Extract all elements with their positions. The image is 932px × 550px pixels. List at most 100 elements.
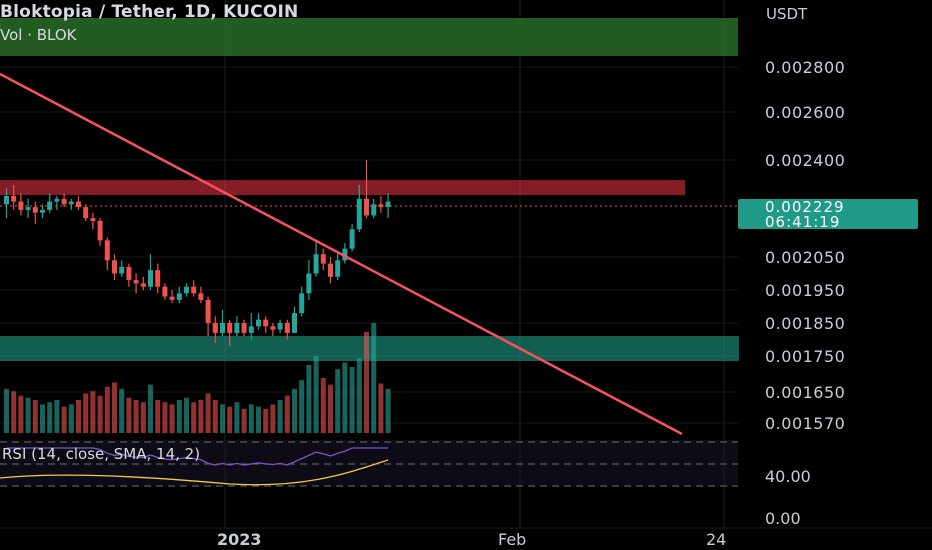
- volume-bar: [277, 400, 283, 433]
- volume-bar: [83, 393, 89, 433]
- candles: [4, 160, 391, 347]
- candle-body: [126, 266, 132, 281]
- candle-body: [83, 207, 89, 219]
- candle-body: [32, 207, 38, 213]
- volume-bar: [342, 362, 348, 433]
- volume-bar: [32, 400, 38, 433]
- volume-bar: [184, 397, 189, 433]
- volume-bar: [292, 389, 297, 433]
- volume-bar: [205, 393, 211, 433]
- candle-body: [198, 293, 204, 300]
- price-tick-label: 0.002050: [765, 248, 845, 267]
- rsi-label: RSI (14, close, SMA, 14, 2): [2, 445, 201, 463]
- candle-body: [320, 254, 326, 264]
- volume-bar: [119, 389, 125, 433]
- volume-bar: [320, 378, 326, 433]
- volume-bar: [4, 389, 9, 433]
- volume-bar: [263, 408, 269, 433]
- volume-bar: [306, 364, 312, 433]
- last-price: 0.002229: [765, 198, 845, 216]
- volume-bar: [349, 367, 355, 433]
- volume-label: Vol · BLOK: [0, 26, 77, 44]
- volume-bar: [140, 402, 146, 433]
- candle-body: [119, 266, 125, 274]
- trendline: [0, 72, 683, 436]
- rsi-tick-label: 0.00: [765, 509, 801, 528]
- time-tick-label: 2023: [217, 530, 262, 549]
- price-tick-label: 0.001650: [765, 383, 845, 402]
- volume-bar: [148, 384, 153, 433]
- candle-body: [342, 248, 348, 261]
- rsi-tick-label: 40.00: [765, 467, 811, 486]
- volume-bar: [104, 386, 110, 433]
- volume-bar: [241, 408, 247, 433]
- candle-body: [104, 240, 110, 261]
- candle-body: [191, 286, 197, 294]
- volume-bar: [335, 369, 341, 433]
- candle-body: [241, 323, 247, 333]
- volume-bar: [162, 402, 168, 433]
- candle-body: [25, 207, 31, 210]
- candle-body: [364, 198, 369, 216]
- volume-bar: [378, 383, 384, 433]
- volume-bar: [364, 331, 369, 433]
- volume-bar: [47, 402, 53, 433]
- candle-body: [335, 260, 341, 277]
- volume-bar: [356, 358, 362, 433]
- candle-body: [313, 254, 319, 274]
- volume-bar: [97, 395, 103, 433]
- volume-bar: [328, 384, 333, 433]
- price-tick-label: 0.001950: [765, 281, 845, 300]
- volume-bar: [169, 404, 175, 433]
- volume-bar: [176, 400, 182, 433]
- volume-bar: [68, 404, 74, 433]
- candle-body: [306, 273, 312, 294]
- candle-body: [68, 201, 74, 205]
- volume-bar: [18, 395, 24, 433]
- candle-body: [148, 270, 153, 287]
- candle-body: [61, 198, 67, 205]
- candle-body: [299, 293, 305, 314]
- candle-body: [47, 201, 53, 210]
- candle-body: [162, 286, 168, 297]
- volume-bar: [248, 404, 254, 433]
- price-tick-label: 0.001750: [765, 347, 845, 366]
- volume-bar: [256, 406, 261, 433]
- volume-bar: [191, 402, 197, 433]
- candle-body: [371, 204, 377, 216]
- volume-bar: [284, 395, 290, 433]
- price-tick-label: 0.002600: [765, 103, 845, 122]
- candle-body: [11, 196, 17, 202]
- price-tick-label: 0.001850: [765, 314, 845, 333]
- volume-bar: [11, 391, 17, 433]
- price-axis[interactable]: 0.002800 0.002600 0.002400 0.002050 0.001950…: [765, 58, 845, 528]
- volume-bars: [4, 323, 391, 433]
- candle-body: [155, 270, 161, 287]
- candle-body: [169, 296, 175, 300]
- volume-bar: [212, 400, 218, 433]
- candle-body: [292, 313, 297, 333]
- volume-bar: [126, 397, 132, 433]
- volume-bar: [54, 400, 60, 433]
- candle-body: [356, 198, 362, 230]
- candle-body: [184, 286, 189, 294]
- chart-grid: [0, 0, 738, 528]
- volume-bar: [371, 323, 377, 433]
- candle-body: [385, 201, 391, 208]
- last-price-tag: 0.002229 06:41:19: [738, 198, 918, 231]
- volume-bar: [76, 400, 81, 433]
- candle-body: [112, 260, 117, 274]
- time-tick-label: Feb: [498, 530, 526, 549]
- candle-body: [4, 196, 9, 205]
- volume-bar: [198, 400, 204, 433]
- candle-body: [256, 319, 261, 327]
- rsi-pane: [0, 441, 738, 487]
- time-axis[interactable]: 2023 Feb 24: [0, 527, 932, 549]
- volume-bar: [155, 400, 161, 433]
- rsi-sma-line: [0, 459, 389, 486]
- currency-label: USDT: [766, 5, 808, 23]
- candle-body: [90, 218, 96, 221]
- volume-bar: [270, 404, 276, 433]
- overlays: [0, 72, 738, 436]
